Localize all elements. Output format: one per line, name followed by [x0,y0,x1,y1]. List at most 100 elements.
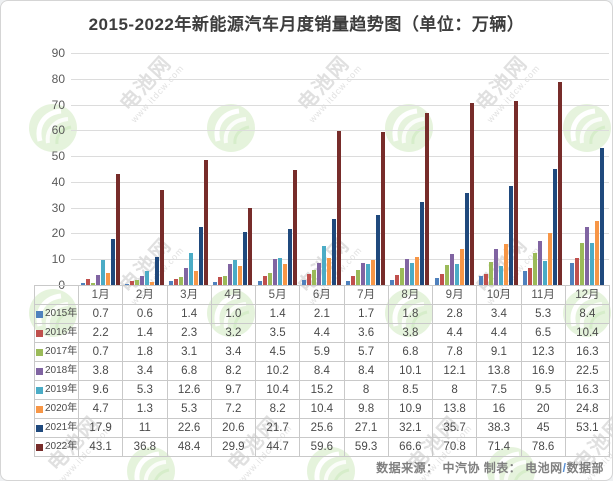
bar-group-8月 [388,53,432,285]
value-cell: 3.1 [167,343,212,362]
value-cell: 5.3 [123,381,168,400]
month-header-cell: 12月 [565,286,610,305]
value-cell: 3.2 [211,324,256,343]
bar-2020年-6月 [326,258,331,285]
value-cell: 6.8 [388,343,433,362]
value-cell: 43.1 [79,438,124,457]
value-cell: 8.2 [211,362,256,381]
month-header-cell: 4月 [211,286,256,305]
bar-2022年-9月 [469,102,474,285]
month-header-cell: 7月 [344,286,389,305]
bar-2015年-2月 [124,283,129,285]
value-cell: 1.0 [211,305,256,324]
month-header-cell: 10月 [477,286,522,305]
bar-2019年-12月 [589,243,594,285]
value-cell: 4.4 [477,324,522,343]
y-axis-tick-label: 70 [51,98,65,112]
value-cell: 8.4 [344,362,389,381]
value-cell: 3.8 [388,324,433,343]
bar-2018年-8月 [405,259,410,285]
value-cell: 0.7 [79,343,124,362]
gridline [71,105,609,106]
value-cell: 7.5 [477,381,522,400]
value-cell: 2.3 [167,324,212,343]
bar-group-5月 [255,53,299,285]
series-name-label: 2019年 [45,384,78,395]
value-cell: 5.9 [300,343,345,362]
value-cell: 1.4 [123,324,168,343]
bar-2017年-7月 [356,270,361,285]
value-cell: 16.3 [565,381,610,400]
bar-2018年-2月 [139,276,144,285]
bar-2015年-4月 [213,282,218,285]
bar-2020年-5月 [282,263,287,285]
y-axis-tick-label: 90 [51,46,65,60]
bar-group-10月 [476,53,520,285]
value-cell: 4.4 [300,324,345,343]
bar-2018年-5月 [272,258,277,285]
bar-2020年-4月 [238,266,243,285]
value-cell: 13.8 [433,400,478,419]
value-cell: 32.1 [388,419,433,438]
bar-2018年-7月 [361,263,366,285]
bar-2015年-11月 [523,271,528,285]
month-header-cell: 9月 [433,286,478,305]
bar-2016年-5月 [262,276,267,285]
value-cell: 45 [521,419,566,438]
bar-2017年-10月 [488,261,493,285]
bar-2016年-9月 [439,273,444,285]
bar-group-9月 [432,53,476,285]
value-cell: 35.7 [433,419,478,438]
bar-2022年-6月 [336,131,341,285]
bar-2017年-5月 [267,273,272,285]
series-name-label: 2016年 [45,327,78,338]
bar-2022年-2月 [159,190,164,285]
month-header-cell: 1月 [79,286,124,305]
value-cell: 10.2 [256,362,301,381]
value-cell: 1.3 [123,400,168,419]
value-cell: 15.2 [300,381,345,400]
bar-2016年-3月 [174,279,179,285]
legend-cell-2021年: 2021年 [35,419,79,438]
bar-2018年-3月 [184,267,189,285]
bar-2018年-11月 [538,241,543,285]
bar-2016年-10月 [483,273,488,285]
bar-2021年-7月 [376,215,381,285]
source-credit-slash: / [562,461,567,475]
value-cell: 12.1 [433,362,478,381]
legend-cell-2020年: 2020年 [35,400,79,419]
bar-2022年-11月 [558,82,563,285]
bar-2021年-10月 [508,186,513,285]
bar-2019年-3月 [189,252,194,285]
value-cell: 5.3 [521,305,566,324]
value-cell: 10.4 [256,381,301,400]
bar-group-3月 [167,53,211,285]
bar-2021年-8月 [420,202,425,285]
bar-2021年-9月 [464,193,469,285]
bar-2017年-11月 [533,253,538,285]
month-header-cell: 6月 [300,286,345,305]
value-cell: 8.2 [256,400,301,419]
bar-2015年-3月 [169,281,174,285]
value-cell: 17.9 [79,419,124,438]
value-cell: 21.7 [256,419,301,438]
value-cell: 10.4 [565,324,610,343]
bar-2022年-4月 [248,207,253,285]
bar-2019年-7月 [366,264,371,285]
bar-2018年-12月 [584,227,589,285]
bar-2020年-2月 [149,281,154,285]
value-cell: 3.4 [123,362,168,381]
bar-2016年-1月 [85,279,90,285]
bar-group-2月 [122,53,166,285]
legend-cell-2018年: 2018年 [35,362,79,381]
series-color-chip [36,386,43,394]
value-cell: 48.4 [167,438,212,457]
value-cell: 25.6 [300,419,345,438]
bar-2017年-8月 [400,267,405,285]
value-cell: 16 [477,400,522,419]
bar-2018年-6月 [316,263,321,285]
series-color-chip [36,310,43,318]
value-cell: 3.6 [344,324,389,343]
series-color-chip [36,329,43,337]
